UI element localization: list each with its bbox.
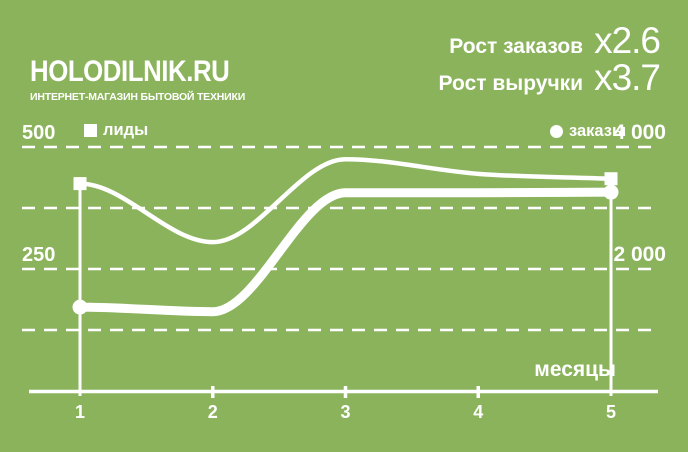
growth-stats: Рост заказов x2.6 Рост выручки x3.7	[438, 20, 661, 98]
x-tick-label: 2	[207, 402, 218, 422]
circle-marker-icon	[550, 125, 563, 138]
square-marker-icon	[84, 124, 97, 137]
y-axis-right-tick-4000: 4 000	[613, 121, 666, 144]
stat-label: Рост заказов	[449, 35, 584, 58]
legend-leads: лиды	[84, 121, 148, 140]
legend-orders-label: заказы	[569, 122, 627, 140]
x-tick-label: 4	[473, 402, 484, 422]
x-tick-label: 3	[340, 402, 351, 422]
stat-value: x3.7	[594, 57, 661, 98]
legend-orders: заказы	[550, 122, 626, 141]
x-tick-label: 5	[605, 402, 617, 422]
stat-orders-growth: Рост заказов x2.6	[449, 20, 661, 61]
stat-label: Рост выручки	[438, 72, 584, 95]
logo-subtitle: ИНТЕРНЕТ-МАГАЗИН БЫТОВОЙ ТЕХНИКИ	[30, 91, 246, 103]
y-axis-left-tick-250: 250	[22, 244, 56, 266]
x-tick-label: 1	[74, 402, 86, 422]
legend-leads-label: лиды	[103, 121, 149, 139]
x-axis-title: месяцы	[534, 358, 616, 381]
y-axis-left-tick-500: 500	[22, 122, 56, 144]
stat-value: x2.6	[594, 20, 661, 61]
y-axis-right-tick-2000: 2 000	[613, 243, 666, 266]
stat-revenue-growth: Рост выручки x3.7	[438, 57, 661, 98]
logo-title: HOLODILNIK.RU	[30, 55, 230, 88]
logo: HOLODILNIK.RU ИНТЕРНЕТ-МАГАЗИН БЫТОВОЙ Т…	[30, 55, 262, 104]
